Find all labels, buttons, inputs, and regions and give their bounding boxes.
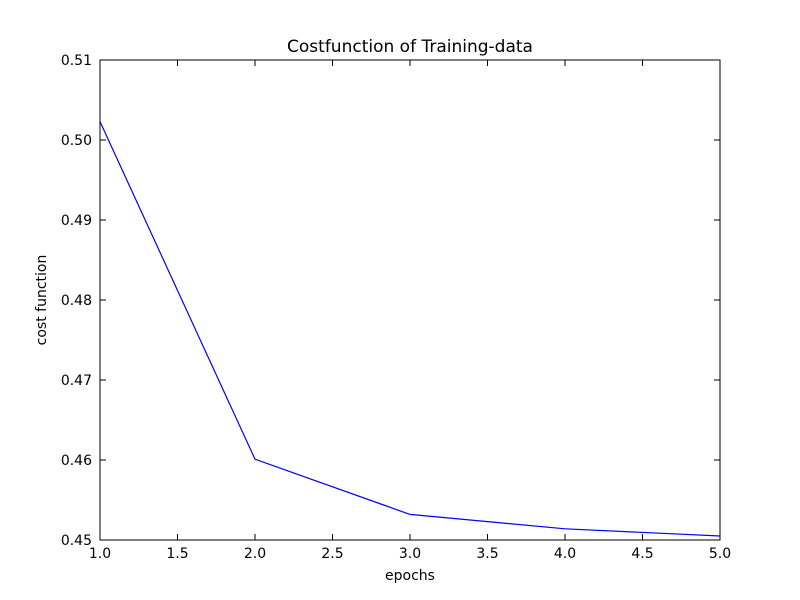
plot-frame: [99, 59, 721, 541]
x-tick-label: 1.5: [166, 546, 188, 562]
y-tick-label: 0.49: [61, 213, 92, 229]
y-tick-label: 0.47: [61, 373, 92, 389]
y-tick-label: 0.48: [61, 293, 92, 309]
x-tick-label: 2.5: [321, 546, 343, 562]
y-axis-label: cost function: [34, 255, 50, 346]
chart-title: Costfunction of Training-data: [287, 37, 533, 57]
x-axis-label: epochs: [385, 568, 435, 584]
x-tick-label: 4.5: [631, 546, 653, 562]
y-tick-label: 0.45: [61, 533, 92, 549]
y-tick-label: 0.50: [61, 133, 92, 149]
x-tick-label: 3.5: [476, 546, 498, 562]
y-tick-label: 0.51: [61, 53, 92, 69]
y-tick-label: 0.46: [61, 453, 92, 469]
x-tick-label: 1.0: [89, 546, 111, 562]
series-line-0: [99, 121, 721, 537]
x-tick-label: 2.0: [244, 546, 266, 562]
tick-labels-layer: 1.0 1.5 2.0 2.5 3.0 3.5 4.0 4.5 5.0 0.45 0.46 0.47 0…: [61, 53, 731, 562]
x-tick-label: 4.0: [554, 546, 576, 562]
series-layer: [99, 121, 721, 537]
x-tick-label: 3.0: [399, 546, 421, 562]
x-tick-label: 5.0: [709, 546, 731, 562]
